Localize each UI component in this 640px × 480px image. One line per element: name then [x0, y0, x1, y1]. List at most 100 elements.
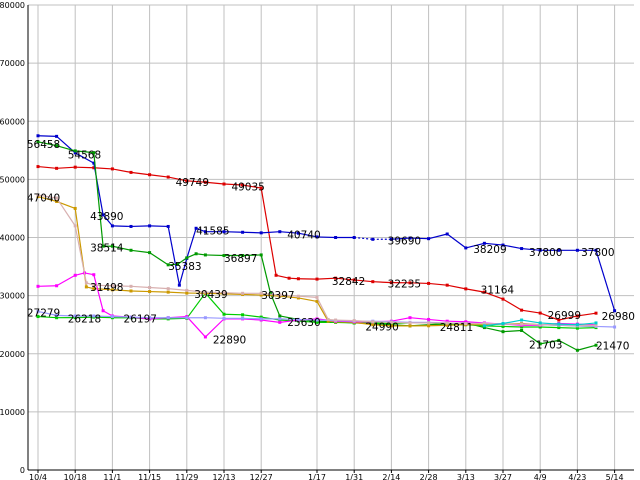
- series-7-point: [482, 322, 486, 326]
- series-5-point: [408, 316, 412, 320]
- series-6-point: [55, 313, 59, 317]
- series-0-point: [501, 297, 505, 301]
- series-1-segment: [167, 226, 180, 286]
- series-1-point: [557, 248, 561, 252]
- series-6-segment: [595, 325, 615, 328]
- series-1-segment: [391, 237, 411, 240]
- series-2-point: [575, 348, 579, 352]
- series-4-point: [55, 199, 59, 203]
- series-1-segment: [521, 247, 541, 251]
- series-7-point: [296, 294, 300, 298]
- series-3-segment: [558, 326, 578, 329]
- y-tick-label: 60000: [0, 117, 25, 126]
- data-label: 25630: [287, 317, 320, 329]
- x-tick-label: 4/23: [568, 473, 586, 480]
- data-label: 26197: [124, 313, 157, 325]
- series-0-segment: [130, 171, 150, 176]
- series-3-point: [36, 315, 40, 319]
- series-2-point: [269, 291, 272, 295]
- series-5-segment: [428, 318, 448, 322]
- series-4-point: [92, 287, 96, 291]
- y-tick-label: 30000: [0, 292, 25, 301]
- series-7-point: [278, 293, 282, 297]
- data-label: 41585: [196, 226, 229, 238]
- series-2-segment: [484, 327, 504, 333]
- y-tick-label: 50000: [0, 175, 25, 184]
- series-2-point: [101, 244, 105, 248]
- series-3-point: [520, 325, 524, 329]
- series-7-point: [538, 323, 542, 327]
- series-3-point: [501, 324, 505, 328]
- series-7-segment: [261, 292, 280, 296]
- series-8-point: [501, 322, 505, 326]
- data-label: 36897: [224, 253, 257, 265]
- series-5-segment: [465, 321, 485, 324]
- series-5-point: [73, 273, 77, 277]
- series-1-segment: [446, 233, 467, 249]
- series-7-segment: [205, 291, 225, 294]
- series-7-point: [148, 285, 152, 289]
- series-6-segment: [298, 318, 318, 321]
- series-2-segment: [75, 150, 94, 154]
- series-6-segment: [56, 314, 76, 317]
- series-0-point: [557, 318, 561, 322]
- series-7-segment: [391, 321, 411, 324]
- series-3-segment: [540, 326, 559, 329]
- data-label: 40740: [287, 230, 320, 242]
- series-1-point: [36, 134, 40, 138]
- series-4-point: [408, 324, 412, 328]
- series-4-segment: [354, 321, 373, 326]
- series-0-segment: [37, 165, 57, 169]
- series-1-segment: [74, 152, 95, 164]
- series-2-point: [520, 329, 524, 332]
- series-0-segment: [275, 274, 290, 279]
- series-6-point: [148, 316, 152, 320]
- series-2-point: [482, 326, 486, 330]
- series-1-segment: [195, 227, 206, 233]
- series-7-point: [427, 321, 431, 325]
- data-label: 30439: [194, 289, 227, 301]
- series-0-point: [185, 179, 189, 183]
- series-8-point: [575, 323, 579, 327]
- series-5-segment: [93, 274, 104, 311]
- series-7-point: [315, 295, 319, 299]
- series-6-point: [222, 316, 226, 320]
- series-1-point: [501, 243, 505, 247]
- series-3-segment: [502, 325, 522, 328]
- series-4-point: [36, 195, 40, 199]
- y-tick-label: 10000: [0, 408, 25, 417]
- data-label: 26999: [548, 310, 581, 322]
- series-0-segment: [93, 167, 113, 170]
- series-7-point: [222, 291, 226, 295]
- series-4-point: [371, 323, 375, 327]
- series-3-point: [73, 316, 77, 320]
- series-1-point: [538, 248, 542, 252]
- series-5-segment: [37, 285, 57, 287]
- series-1-segment: [186, 228, 197, 259]
- series-1-point: [371, 237, 375, 241]
- series-6-point: [166, 316, 170, 320]
- series-1-segment: [112, 225, 132, 228]
- series-2-point: [176, 262, 179, 266]
- series-1-point: [129, 224, 133, 228]
- series-0-segment: [112, 168, 132, 173]
- data-label: 24811: [440, 322, 473, 334]
- series-7-point: [408, 321, 412, 325]
- data-label: 38209: [473, 244, 506, 256]
- series-3-point: [259, 315, 263, 319]
- series-0-point: [371, 280, 375, 284]
- series-1-point: [177, 283, 181, 287]
- series-7-segment: [298, 295, 318, 298]
- series-1-segment: [279, 231, 299, 234]
- series-4-segment: [130, 290, 150, 293]
- series-5-segment: [204, 318, 225, 338]
- series-4-point: [389, 324, 393, 328]
- x-tick-label: 10/18: [64, 473, 87, 480]
- series-7-point: [594, 323, 598, 327]
- series-1-point: [194, 226, 198, 230]
- series-5-point: [445, 319, 449, 323]
- x-tick-label: 12/13: [212, 473, 235, 480]
- series-1-segment: [102, 214, 113, 227]
